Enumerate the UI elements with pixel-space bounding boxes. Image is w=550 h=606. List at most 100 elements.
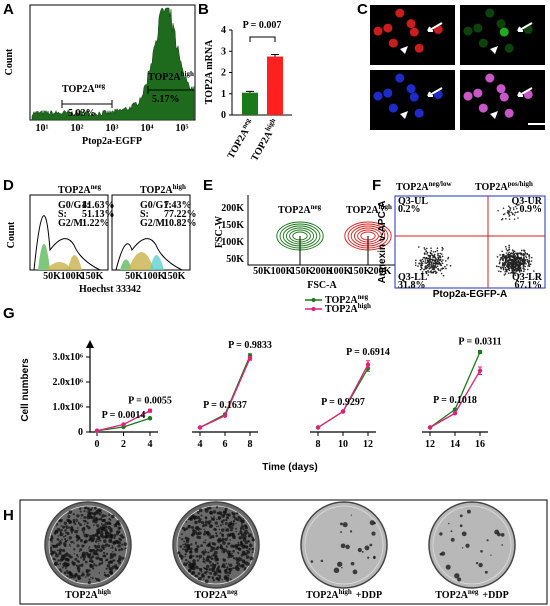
colony [212, 510, 217, 514]
colony [83, 541, 87, 544]
colony [227, 571, 232, 575]
x-tick-label: 150K [291, 266, 314, 277]
colony [211, 542, 215, 546]
colony [112, 541, 116, 545]
colony [448, 522, 450, 525]
colony [224, 537, 228, 542]
colony [66, 532, 68, 534]
colony [221, 551, 223, 553]
event [509, 254, 512, 257]
event [439, 252, 442, 255]
nucleus [485, 8, 495, 18]
colony [229, 550, 232, 553]
event [440, 268, 442, 270]
colony [204, 539, 207, 541]
colony [65, 527, 68, 530]
colony [51, 551, 54, 554]
event [435, 257, 437, 260]
event [505, 245, 507, 248]
panel-label: F [372, 177, 381, 194]
event [517, 267, 519, 269]
data-point [427, 425, 433, 430]
event [429, 263, 431, 266]
event [441, 255, 444, 258]
event [442, 248, 444, 250]
colony [178, 551, 180, 553]
colony [205, 570, 208, 574]
event [512, 257, 515, 259]
data-point [365, 362, 371, 367]
event [442, 259, 444, 261]
event [439, 256, 442, 259]
event [524, 268, 526, 271]
colony [108, 536, 111, 539]
colony [198, 521, 200, 523]
colony [81, 553, 85, 558]
event [513, 214, 516, 216]
quadrant-name: Q3-LL [398, 272, 428, 283]
colony [98, 572, 100, 574]
colony [67, 519, 71, 523]
x-tick-label: 100K [271, 266, 294, 277]
colony [234, 527, 237, 530]
event [423, 268, 426, 271]
event [434, 260, 436, 263]
data-point [247, 356, 253, 361]
colony [243, 568, 246, 571]
colony [53, 531, 56, 534]
gate-header: TOP2Apos/high [475, 180, 533, 193]
colony [221, 547, 225, 551]
colony [196, 559, 200, 562]
colony [114, 563, 118, 567]
colony [51, 541, 53, 543]
event [414, 264, 417, 267]
colony [69, 528, 74, 532]
x-tick-label: 10¹ [36, 123, 49, 134]
colony [221, 523, 224, 525]
stat-name: G2/M: [140, 218, 168, 229]
y-axis-label: FSC-W [214, 216, 225, 248]
colony [107, 532, 109, 534]
colony [244, 526, 248, 530]
colony [195, 542, 197, 545]
colony [207, 551, 210, 554]
colony [247, 562, 251, 566]
colony [235, 565, 239, 569]
event [508, 206, 511, 209]
colony [101, 560, 103, 562]
colony [61, 549, 66, 553]
colony [229, 523, 232, 526]
label-sup: high [379, 203, 392, 211]
nucleus [409, 27, 419, 37]
colony [119, 534, 121, 537]
event [426, 261, 429, 264]
data-point [340, 409, 346, 414]
quadrant-name: Q3-UR [511, 196, 542, 207]
colony [54, 558, 57, 561]
colony [247, 532, 250, 535]
bracket [249, 36, 276, 42]
colony [116, 521, 120, 526]
colony [217, 525, 220, 527]
colony [450, 530, 453, 533]
colony [67, 526, 71, 529]
event [503, 274, 506, 276]
event [420, 266, 423, 269]
event [516, 255, 519, 258]
colony [120, 547, 124, 551]
colony [200, 551, 203, 554]
colony [203, 528, 205, 531]
colony [197, 572, 201, 575]
colony [219, 532, 222, 535]
y-axis-label: Annexin v-APC-A [377, 201, 388, 284]
event [511, 259, 513, 262]
nucleus [504, 43, 514, 53]
data-point [94, 428, 100, 433]
event [527, 268, 529, 271]
colony [364, 545, 370, 551]
event [428, 265, 431, 267]
event [434, 250, 437, 253]
colony [57, 559, 60, 562]
colony [204, 508, 207, 511]
